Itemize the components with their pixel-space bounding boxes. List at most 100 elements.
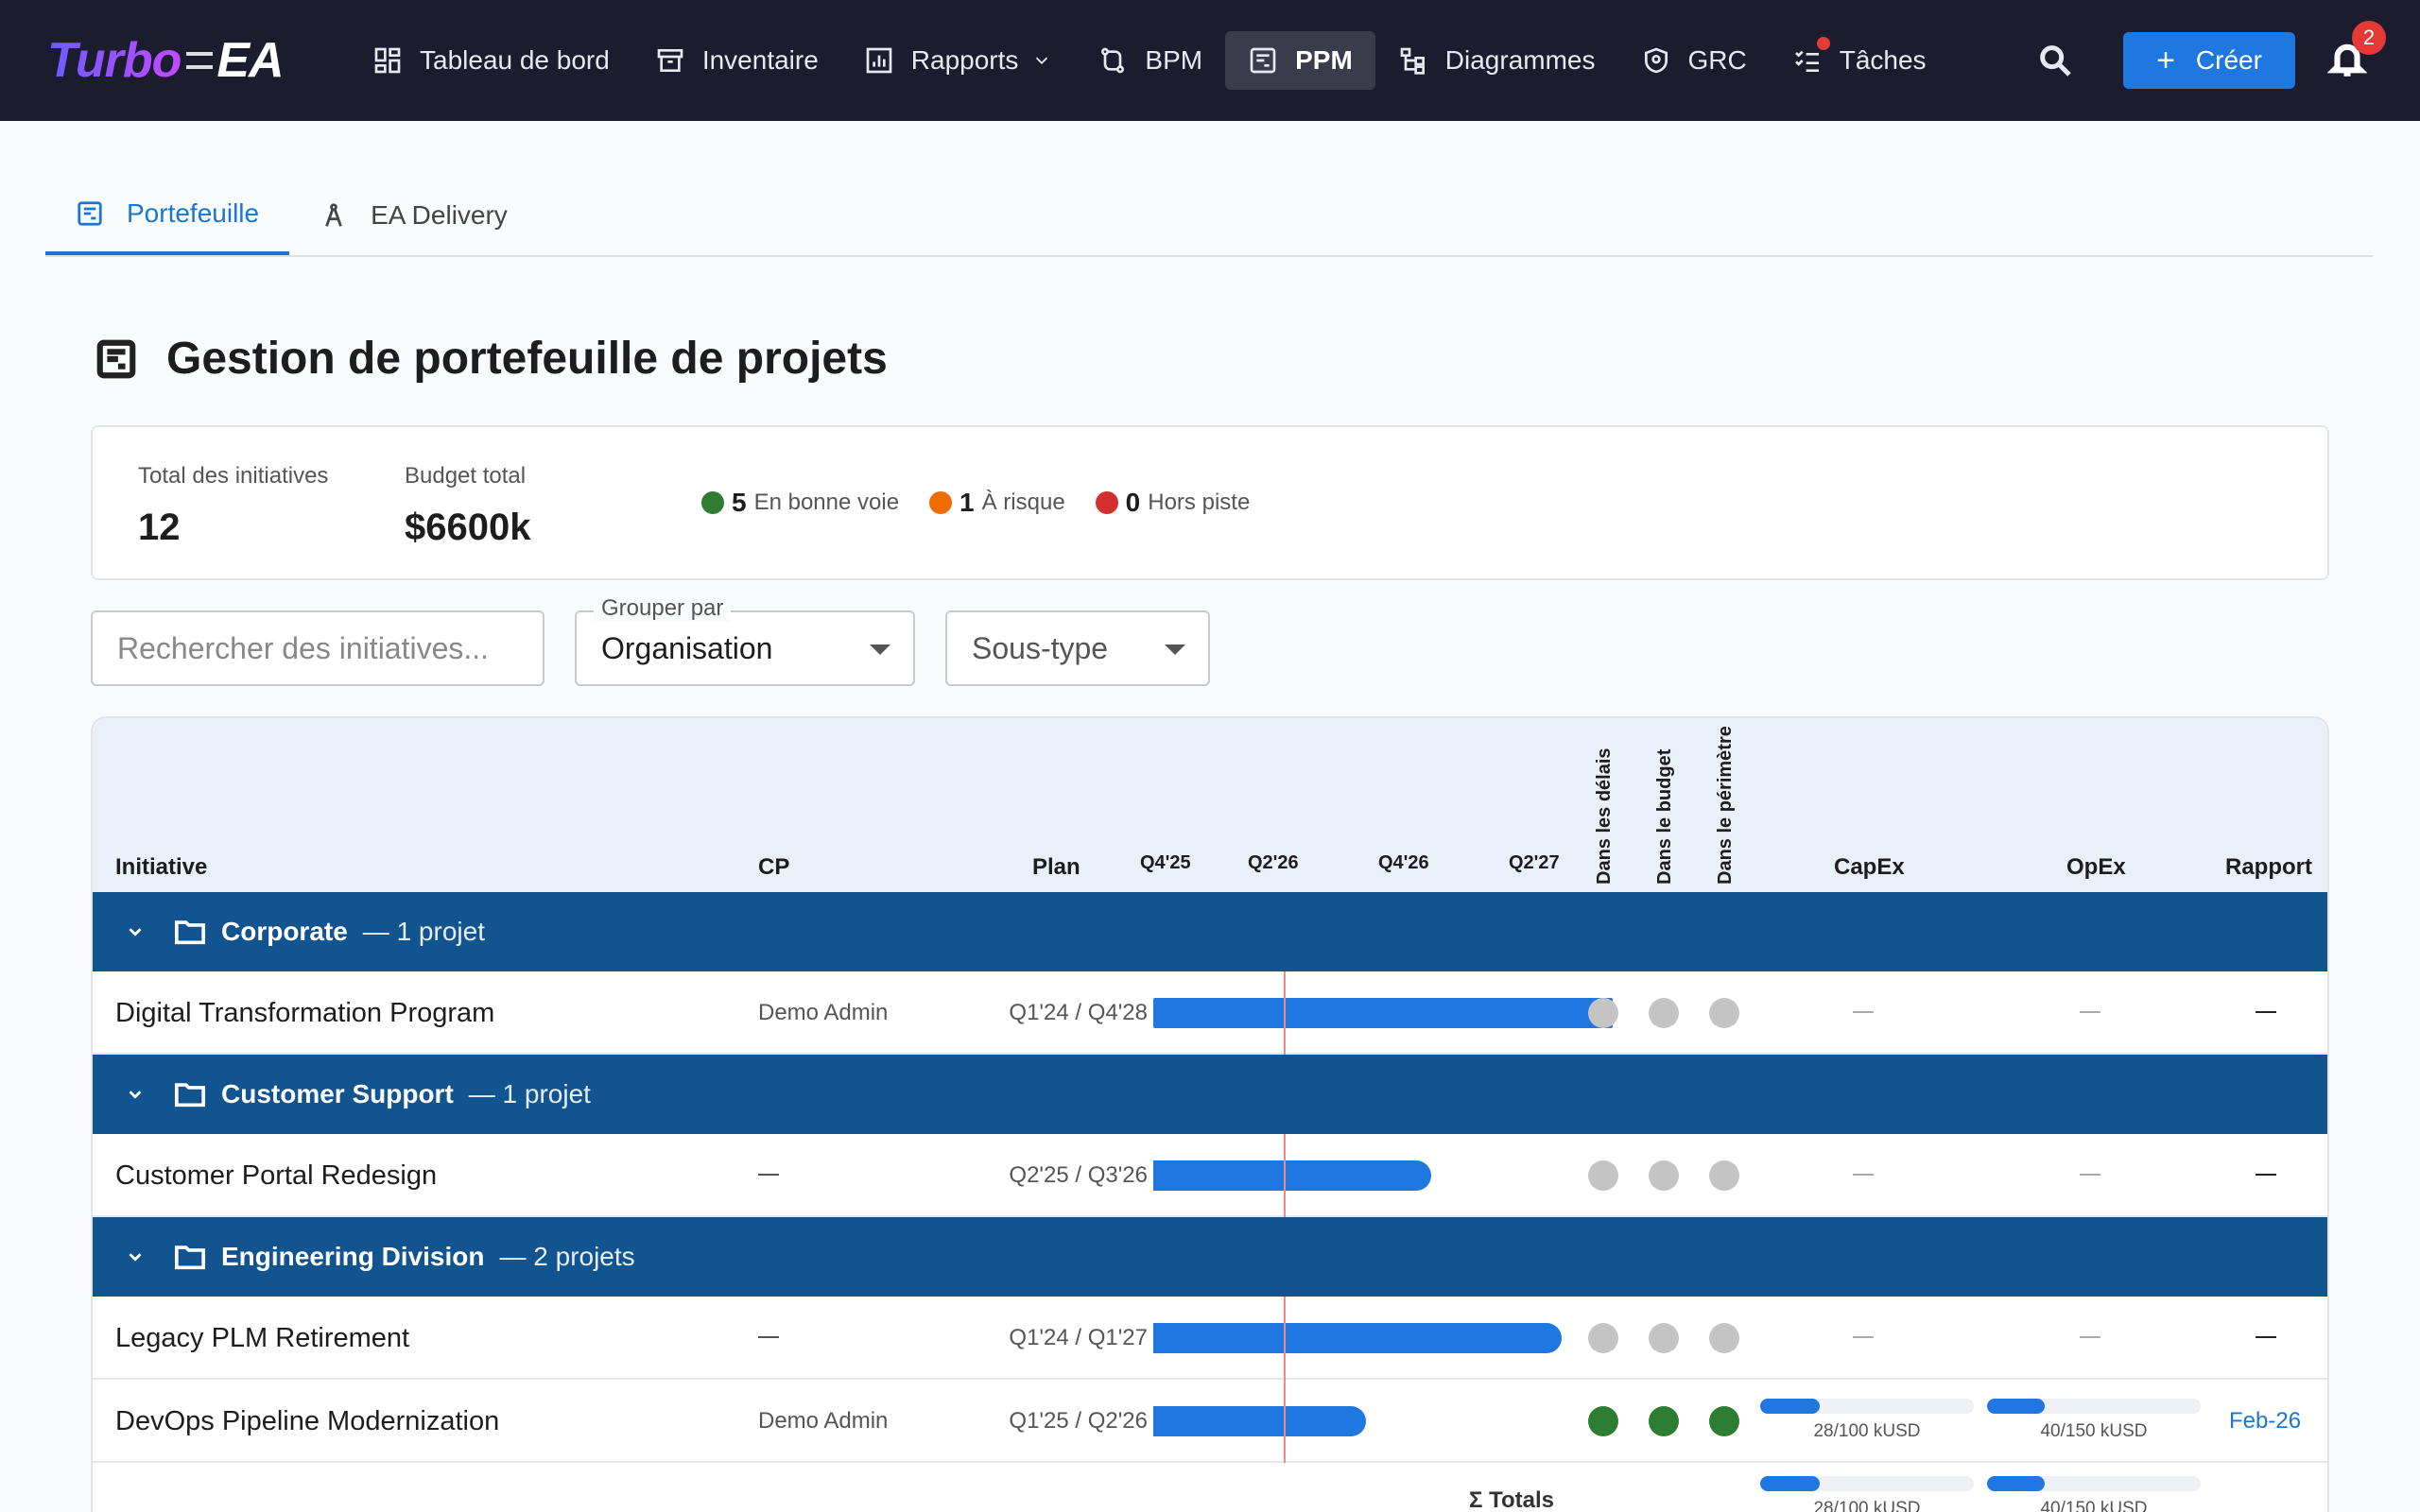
opex-empty-dash [2080, 1336, 2100, 1338]
capex-progress-fill [1760, 1399, 1821, 1414]
status-count: 1 [959, 488, 975, 517]
health-indicator [1649, 998, 1679, 1028]
timeline-bar[interactable] [1153, 998, 1613, 1028]
today-marker-line [1284, 971, 1286, 1055]
nav-label: Tableau de bord [420, 45, 610, 75]
tab-ea-delivery[interactable]: EA Delivery [289, 176, 538, 255]
project-manager: Demo Admin [758, 1000, 889, 1025]
group-name: Customer Support [221, 1079, 454, 1108]
table-row[interactable]: Customer Portal Redesign Q2'25 / Q3'26 [93, 1134, 2327, 1217]
group-count: — 1 projet [468, 1079, 591, 1108]
search-placeholder: Rechercher des initiatives... [117, 630, 490, 665]
checklist-icon [1794, 50, 1819, 72]
total-budget-label: Budget total [405, 463, 527, 489]
plan-range: Q1'24 / Q4'28 [1009, 1000, 1148, 1025]
health-indicator [1709, 1323, 1739, 1353]
column-header-report[interactable]: Rapport [2225, 854, 2312, 880]
subtype-select[interactable]: Sous-type [945, 610, 1210, 686]
nav-item-bpm[interactable]: BPM [1075, 31, 1225, 90]
group-header-row[interactable]: Customer Support — 1 projet [93, 1055, 2327, 1134]
total-initiatives: Total des initiatives 12 [138, 463, 328, 549]
status-count: 0 [1125, 488, 1141, 517]
dashboard-icon [374, 47, 401, 74]
chevron-down-icon [1036, 57, 1048, 65]
nav-item-ppm[interactable]: PPM [1225, 31, 1375, 90]
capex-empty-dash [1853, 1011, 1874, 1013]
status-on-track: 5 En bonne voie [701, 488, 899, 518]
nav-item-tableau-de-bord[interactable]: Tableau de bord [350, 31, 632, 90]
column-header-capex[interactable]: CapEx [1834, 854, 1905, 880]
nav-label: BPM [1145, 45, 1203, 75]
totals-capex-progress-fill [1760, 1476, 1821, 1491]
group-by-select[interactable]: Grouper par Organisation [575, 595, 915, 686]
status-count: 5 [732, 488, 747, 517]
report-link[interactable]: Feb-26 [2229, 1408, 2302, 1434]
nav-label: Tâches [1839, 45, 1927, 75]
status-label: En bonne voie [753, 490, 900, 515]
timeline-bar[interactable] [1153, 1160, 1432, 1191]
nav-item-diagrammes[interactable]: Diagrammes [1375, 31, 1618, 90]
group-header-row[interactable]: Corporate — 1 projet [93, 892, 2327, 971]
notification-count-badge: 2 [2352, 21, 2386, 55]
column-header-plan[interactable]: Plan [1032, 854, 1080, 880]
page-title-text: Gestion de portefeuille de projets [166, 334, 888, 384]
health-indicator [1588, 998, 1618, 1028]
nav-item-grc[interactable]: GRC [1618, 31, 1770, 90]
health-indicator [1588, 1406, 1618, 1436]
chevron-down-icon[interactable] [125, 921, 146, 942]
diagram-icon [1400, 47, 1425, 75]
total-initiatives-value: 12 [138, 507, 181, 548]
group-header-row[interactable]: Engineering Division — 2 projets [93, 1217, 2327, 1297]
today-marker-line [1284, 1134, 1286, 1217]
status-dot-red [1095, 491, 1118, 514]
nav-item-taches[interactable]: Tâches [1770, 31, 1949, 90]
health-indicator [1709, 1160, 1739, 1191]
column-header-initiative[interactable]: Initiative [115, 854, 208, 880]
column-header-on-time[interactable]: Dans les délais [1594, 747, 1615, 885]
initiative-name[interactable]: Legacy PLM Retirement [115, 1322, 410, 1353]
tab-label: EA Delivery [371, 200, 508, 230]
column-header-pm[interactable]: CP [758, 854, 790, 880]
capex-empty-dash [1853, 1174, 1874, 1176]
tab-portefeuille[interactable]: Portefeuille [45, 176, 290, 255]
group-name: Engineering Division [221, 1242, 485, 1271]
status-dot-orange [929, 491, 953, 514]
health-indicator [1588, 1323, 1618, 1353]
dropdown-arrow-icon [870, 644, 890, 655]
nav-item-inventaire[interactable]: Inventaire [632, 31, 841, 90]
create-button[interactable]: + Créer [2123, 32, 2295, 89]
totals-opex-label: 40/150 kUSD [2040, 1499, 2148, 1512]
timeline-bar[interactable] [1153, 1323, 1563, 1353]
totals-label: Σ Totals [1469, 1487, 1554, 1512]
chevron-down-icon[interactable] [125, 1246, 146, 1267]
app-logo[interactable]: Turbo EA [47, 32, 285, 89]
initiatives-table: Initiative CP Plan Q4'25 Q2'26 Q4'26 Q2'… [91, 716, 2329, 1512]
column-header-on-budget[interactable]: Dans le budget [1654, 748, 1675, 885]
chevron-down-icon[interactable] [125, 1084, 146, 1105]
pm-empty-dash [758, 1336, 779, 1338]
folder-icon [174, 1083, 206, 1108]
page-title: Gestion de portefeuille de projets [95, 333, 888, 385]
status-dot-green [701, 491, 724, 514]
unread-dot [1816, 37, 1830, 50]
column-header-in-scope[interactable]: Dans le périmètre [1715, 726, 1736, 885]
global-search-button[interactable] [2036, 42, 2076, 81]
portfolio-icon [96, 339, 136, 378]
initiative-name[interactable]: Digital Transformation Program [115, 997, 495, 1028]
timeline-quarter-label: Q2'26 [1248, 852, 1299, 873]
initiative-search-input[interactable]: Rechercher des initiatives... [91, 610, 544, 686]
project-manager: Demo Admin [758, 1408, 889, 1434]
bell-icon [2326, 43, 2368, 77]
timeline-quarter-label: Q2'27 [1509, 852, 1560, 873]
health-indicator [1709, 1406, 1739, 1436]
table-row[interactable]: Digital Transformation Program Demo Admin… [93, 971, 2327, 1055]
nav-item-rapports[interactable]: Rapports [841, 31, 1076, 90]
totals-capex-progress-bar [1760, 1476, 1974, 1491]
notifications-button[interactable] [2326, 38, 2371, 81]
initiative-name[interactable]: Customer Portal Redesign [115, 1160, 438, 1191]
table-row[interactable]: DevOps Pipeline Modernization Demo Admin Q… [93, 1380, 2327, 1463]
column-header-opex[interactable]: OpEx [2066, 854, 2126, 880]
timeline-bar[interactable] [1153, 1406, 1367, 1436]
initiative-name[interactable]: DevOps Pipeline Modernization [115, 1405, 500, 1436]
table-row[interactable]: Legacy PLM Retirement Q1'24 / Q1'27 [93, 1297, 2327, 1380]
